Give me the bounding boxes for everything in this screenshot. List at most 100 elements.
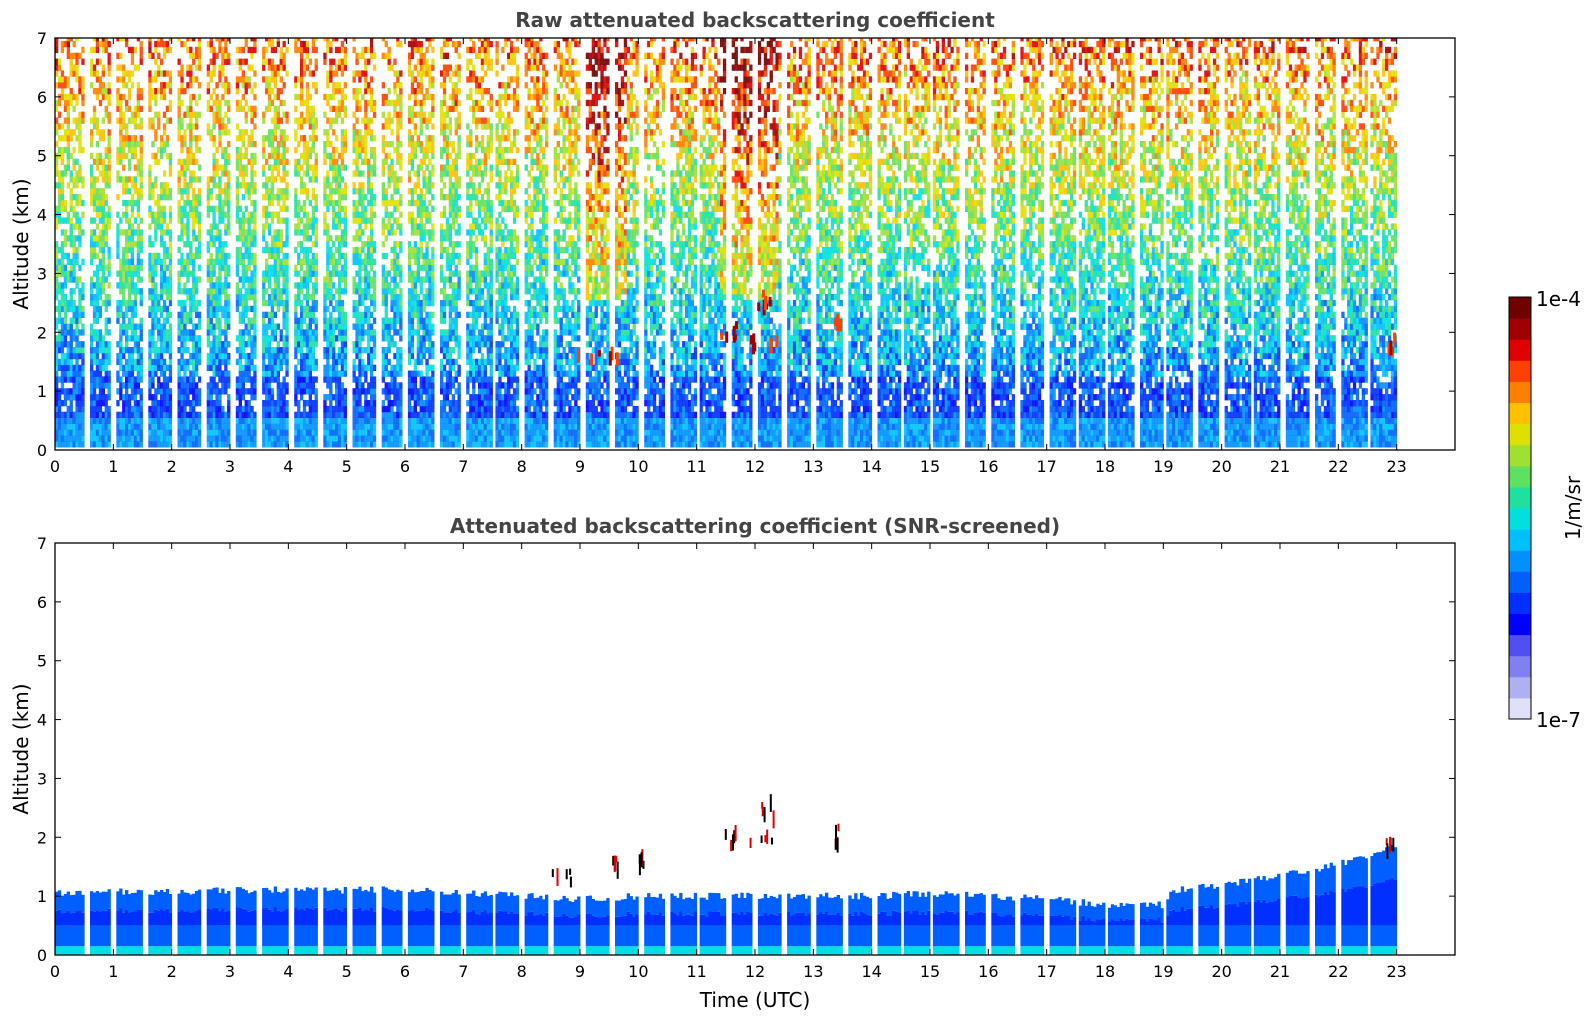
raw-backscatter-cell [416, 370, 420, 377]
raw-backscatter-cell [407, 400, 412, 407]
raw-backscatter-cell [206, 205, 210, 212]
raw-backscatter-cell [361, 258, 365, 265]
raw-backscatter-cell [370, 235, 374, 242]
raw-backscatter-cell [273, 370, 277, 377]
raw-backscatter-cell [326, 70, 330, 77]
raw-backscatter-cell [183, 335, 187, 342]
raw-backscatter-cell [81, 341, 85, 348]
raw-backscatter-cell [265, 217, 269, 224]
raw-backscatter-cell [98, 394, 103, 401]
raw-backscatter-cell [165, 264, 170, 271]
raw-backscatter-cell [410, 317, 415, 324]
raw-backscatter-cell [416, 194, 420, 201]
raw-backscatter-cell [352, 435, 356, 442]
raw-backscatter-cell [92, 435, 97, 442]
raw-backscatter-cell [168, 270, 173, 277]
raw-backscatter-cell [273, 235, 277, 242]
raw-backscatter-cell [125, 235, 129, 242]
raw-backscatter-cell [75, 211, 79, 218]
raw-backscatter-cell [168, 347, 173, 354]
raw-backscatter-cell [162, 205, 167, 212]
raw-backscatter-cell [352, 182, 356, 189]
raw-backscatter-cell [399, 211, 403, 218]
raw-backscatter-cell [139, 88, 143, 95]
raw-backscatter-cell [66, 441, 70, 448]
raw-backscatter-cell [300, 441, 304, 448]
raw-backscatter-cell [413, 423, 417, 430]
raw-backscatter-cell [55, 258, 59, 265]
raw-backscatter-cell [127, 394, 132, 401]
raw-backscatter-cell [410, 417, 415, 424]
raw-backscatter-cell [63, 305, 68, 313]
raw-backscatter-cell [127, 358, 132, 366]
raw-backscatter-cell [285, 241, 289, 248]
raw-backscatter-cell [78, 52, 82, 59]
raw-backscatter-cell [314, 158, 318, 165]
raw-backscatter-cell [393, 176, 397, 183]
raw-backscatter-cell [326, 117, 330, 124]
raw-backscatter-cell [265, 188, 269, 195]
raw-backscatter-cell [133, 146, 138, 154]
raw-backscatter-cell [127, 135, 132, 142]
raw-backscatter-cell [262, 152, 266, 160]
raw-backscatter-cell [416, 252, 420, 260]
raw-backscatter-cell [241, 388, 245, 395]
raw-backscatter-cell [125, 99, 129, 107]
raw-backscatter-cell [372, 435, 377, 442]
raw-backscatter-cell [302, 170, 307, 177]
raw-backscatter-cell [180, 405, 184, 413]
raw-backscatter-cell [407, 105, 412, 112]
raw-backscatter-cell [294, 170, 298, 177]
raw-backscatter-cell [90, 441, 94, 448]
raw-backscatter-cell [253, 288, 257, 295]
raw-backscatter-cell [244, 358, 248, 366]
raw-backscatter-cell [253, 258, 257, 265]
raw-backscatter-cell [294, 429, 298, 436]
raw-backscatter-cell [168, 211, 173, 218]
raw-backscatter-cell [241, 329, 245, 336]
raw-backscatter-cell [98, 282, 103, 289]
raw-backscatter-cell [340, 141, 345, 148]
raw-backscatter-cell [335, 223, 339, 230]
raw-backscatter-cell [139, 176, 143, 183]
raw-backscatter-cell [407, 417, 412, 424]
raw-backscatter-cell [361, 423, 365, 430]
raw-backscatter-cell [189, 205, 193, 212]
raw-backscatter-cell [104, 235, 108, 242]
raw-backscatter-cell [81, 117, 85, 124]
raw-backscatter-cell [323, 370, 327, 377]
raw-backscatter-cell [314, 282, 318, 289]
raw-backscatter-cell [253, 223, 257, 230]
raw-backscatter-cell [81, 382, 85, 389]
raw-backscatter-cell [116, 223, 120, 230]
raw-backscatter-cell [250, 211, 254, 218]
raw-backscatter-cell [151, 400, 155, 407]
raw-backscatter-cell [273, 117, 277, 124]
raw-backscatter-cell [119, 105, 123, 112]
raw-backscatter-cell [238, 347, 242, 354]
raw-backscatter-cell [311, 376, 315, 383]
raw-backscatter-cell [323, 129, 327, 136]
raw-backscatter-cell [125, 38, 129, 42]
raw-backscatter-cell [335, 435, 339, 442]
raw-backscatter-cell [279, 58, 283, 65]
raw-backscatter-cell [183, 305, 187, 313]
raw-backscatter-cell [372, 335, 377, 342]
raw-backscatter-cell [125, 435, 129, 442]
raw-backscatter-cell [285, 311, 289, 318]
raw-backscatter-cell [370, 252, 374, 260]
raw-backscatter-cell [235, 135, 240, 142]
raw-backscatter-cell [177, 311, 181, 318]
raw-backscatter-cell [305, 423, 310, 430]
raw-backscatter-cell [270, 335, 275, 342]
raw-backscatter-cell [69, 70, 73, 77]
raw-backscatter-cell [372, 341, 377, 348]
raw-backscatter-cell [151, 364, 155, 371]
raw-backscatter-cell [305, 117, 310, 124]
raw-backscatter-cell [273, 335, 277, 342]
raw-backscatter-cell [101, 70, 105, 77]
raw-backscatter-cell [335, 111, 339, 118]
raw-backscatter-cell [72, 429, 76, 436]
raw-backscatter-cell [262, 405, 266, 413]
raw-backscatter-cell [300, 76, 304, 83]
